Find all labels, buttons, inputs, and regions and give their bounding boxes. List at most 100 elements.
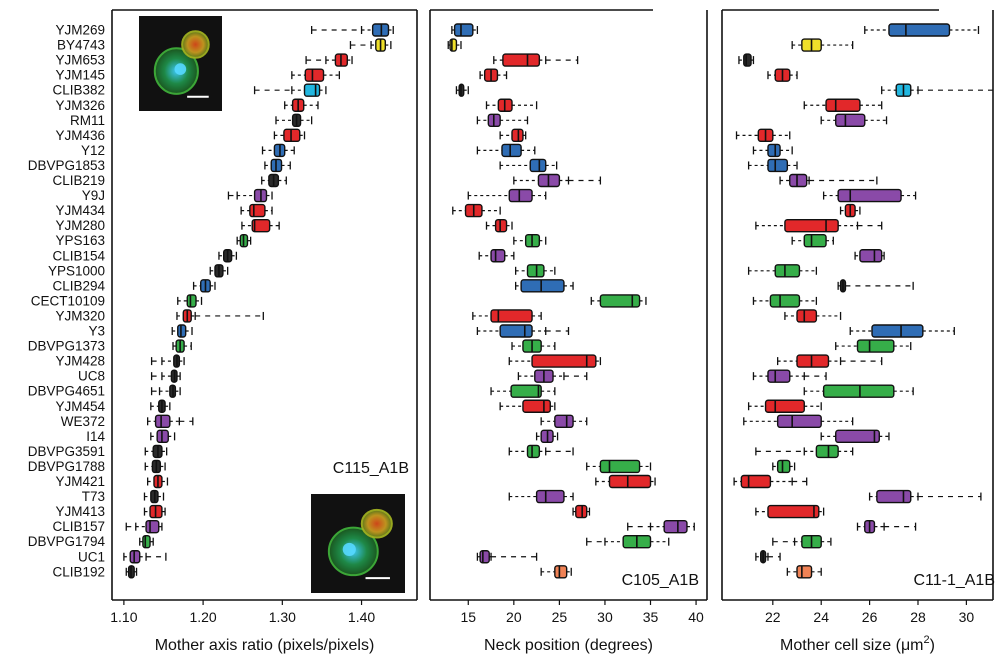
strain-label: UC1 [78,549,105,564]
box-Y9J [467,188,547,203]
strain-label: RM11 [70,113,105,128]
box-iqr [142,535,151,549]
box-CLIB192 [786,565,822,579]
box-iqr [871,324,924,338]
box-iqr [490,249,506,263]
panel-label: C105_A1B [622,572,699,589]
box-Y3 [171,324,193,338]
box-DBVPG3591 [144,444,168,459]
box-DBVPG1788 [772,459,796,474]
box-iqr [767,143,781,158]
strain-label: DBVPG1853 [28,158,105,173]
box-iqr [789,173,808,188]
box-UC8 [517,369,588,383]
strain-label: YJM421 [55,474,105,489]
strain-label: CLIB294 [52,278,105,293]
strain-label: YPS163 [55,233,105,248]
box-YJM326 [284,98,319,112]
box-UC1 [476,550,538,564]
box-YJM320 [472,309,542,323]
box-DBVPG4651 [803,384,914,398]
box-YJM454 [150,399,171,413]
box-iqr [501,143,522,158]
box-CLIB382 [881,83,993,97]
box-iqr [304,68,325,82]
strain-label: DBVPG1788 [28,459,105,474]
strain-label: CLIB382 [52,83,105,98]
box-iqr [511,128,524,143]
box-DBVPG1794 [772,535,832,549]
box-iqr [796,309,818,323]
box-YJM320 [176,309,264,323]
box-CLIB157 [125,519,163,534]
box-CECT10109 [590,294,647,308]
panel-2: 15 20 25 30 35 40 Neck position (degrees) C105_… [429,9,708,654]
box-YJM280 [485,218,513,233]
box-YPS163 [513,233,547,248]
box-YJM653 [493,53,579,67]
bud-cell [181,30,210,59]
box-YJM413 [143,504,166,519]
box-YJM280 [755,218,883,233]
box-BY4743 [447,38,462,52]
strain-label: YJM326 [55,98,105,113]
box-T73 [508,489,574,504]
box-Y12 [261,143,295,158]
box-DBVPG4651 [490,384,556,398]
strain-label: DBVPG1373 [28,339,105,354]
box-iqr [859,249,883,263]
box-YJM145 [291,68,341,82]
box-T73 [868,489,982,504]
box-iqr [303,83,321,97]
strain-label: BY4743 [57,38,105,53]
box-iqr [522,399,551,413]
box-iqr [531,354,597,368]
strain-label: YJM320 [55,308,105,323]
x-tick-label: 20 [506,609,522,625]
strain-label: Y3 [88,324,105,339]
x-tick-label: 1.40 [348,609,375,625]
x-tick-label: 40 [688,609,704,625]
box-CLIB157 [856,519,917,534]
box-I14 [535,429,559,444]
box-iqr [249,203,266,218]
strain-label: YJM428 [55,354,105,369]
box-iqr [776,414,822,428]
box-DBVPG1794 [139,535,154,549]
box-YJM454 [747,399,822,413]
x-tick-label: 35 [643,609,659,625]
box-iqr [663,519,688,534]
box-iqr [776,459,791,474]
x-tick-label: 15 [460,609,476,625]
box-iqr [784,218,839,233]
box-iqr [767,369,791,383]
box-WE372 [146,414,194,428]
strain-label: Y12 [81,143,105,158]
x-tick-label: 28 [910,609,926,625]
box-CLIB382 [253,83,327,97]
box-YJM421 [733,474,808,489]
box-iqr [529,158,547,173]
box-YJM434 [452,203,501,218]
x-tick-label: 1.30 [269,609,296,625]
box-iqr [888,23,951,37]
box-YPS1000 [747,264,818,278]
box-YJM428 [508,354,602,368]
box-YJM428 [777,354,883,368]
box-BY4743 [349,38,392,52]
x-axis-title-text: Mother cell size (μm [780,637,923,654]
box-DBVPG1373 [835,339,912,353]
box-iqr [535,489,565,504]
box-iqr [453,23,474,37]
x-tick-label: 22 [765,609,781,625]
x-tick-label: 1.20 [189,609,216,625]
box-iqr [774,264,801,278]
strain-label: Y9J [82,188,105,203]
box-YJM269 [310,23,394,37]
box-iqr [837,188,902,203]
x-axis-title: Neck position (degrees) [484,637,653,654]
nucleus [174,63,187,75]
strain-label: YJM454 [55,399,105,414]
strain-label: CLIB219 [52,173,105,188]
box-Y12 [476,143,536,158]
